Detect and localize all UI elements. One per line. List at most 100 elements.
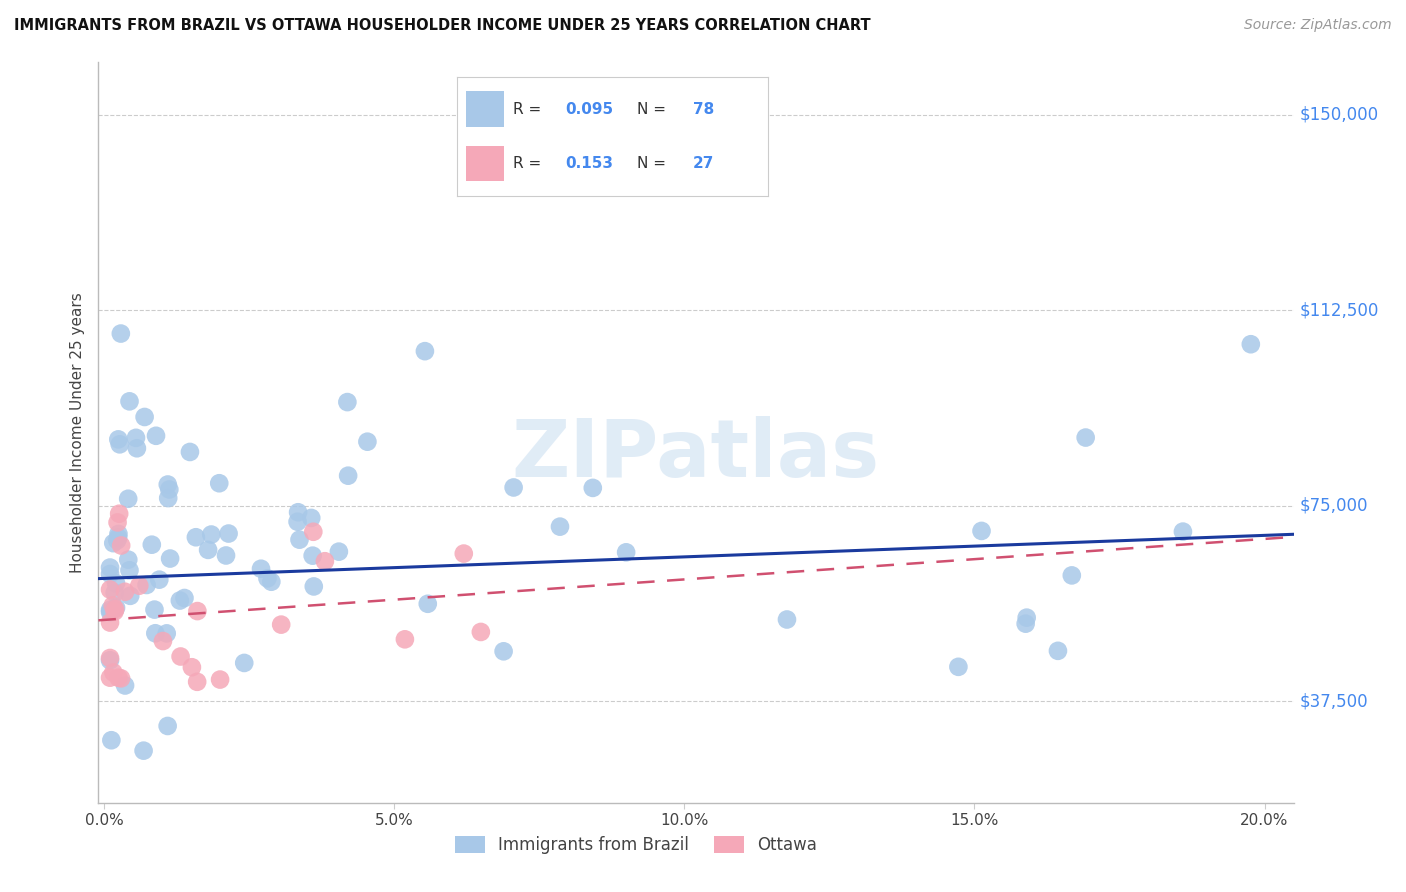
Point [128,579,150,593]
Point [98,615,121,630]
Point [120,589,142,603]
Point [208,476,231,491]
Point [134,409,156,424]
Point [173,591,195,605]
Point [105,600,128,615]
Point [156,719,179,733]
Text: IMMIGRANTS FROM BRAZIL VS OTTAWA HOUSEHOLDER INCOME UNDER 25 YEARS CORRELATION C: IMMIGRANTS FROM BRAZIL VS OTTAWA HOUSEHO… [14,18,870,33]
Point [614,545,637,559]
Point [301,549,323,563]
Point [288,533,311,547]
Point [98,566,121,581]
Text: $150,000: $150,000 [1299,105,1379,124]
Point [413,344,436,359]
Point [104,586,127,600]
Point [98,582,121,597]
Point [314,554,336,568]
Text: Source: ZipAtlas.com: Source: ZipAtlas.com [1244,18,1392,32]
Point [287,515,309,529]
Point [502,480,524,494]
Point [582,481,605,495]
Point [103,665,125,680]
Point [1074,431,1097,445]
Point [209,673,232,687]
Text: ZIPatlas: ZIPatlas [512,416,880,494]
Point [197,542,219,557]
Point [948,660,970,674]
Point [179,445,201,459]
Point [336,395,359,409]
Point [186,674,208,689]
Point [98,560,121,574]
Point [1060,568,1083,582]
Point [470,624,492,639]
Text: $37,500: $37,500 [1299,692,1368,710]
Point [1014,616,1036,631]
Point [125,442,148,456]
Point [104,602,127,616]
Point [98,605,121,619]
Point [98,603,121,617]
Point [1046,644,1069,658]
Point [145,429,167,443]
Point [107,516,129,530]
Point [302,579,325,593]
Point [260,574,283,589]
Text: $112,500: $112,500 [1299,301,1379,319]
Point [117,552,139,566]
Point [143,626,166,640]
Point [180,660,202,674]
Point [148,573,170,587]
Point [337,468,360,483]
Point [250,562,273,576]
Point [110,539,132,553]
Point [215,549,238,563]
Point [157,491,180,505]
Point [394,632,416,647]
Point [107,527,129,541]
Point [200,527,222,541]
Point [110,671,132,685]
Point [416,597,439,611]
Point [107,531,129,545]
Point [156,477,179,491]
Point [114,678,136,692]
Point [107,671,129,685]
Point [1240,337,1263,351]
Point [117,491,139,506]
Point [218,526,240,541]
Point [107,433,129,447]
Y-axis label: Householder Income Under 25 years: Householder Income Under 25 years [70,293,86,573]
Text: $75,000: $75,000 [1299,497,1368,515]
Point [108,437,131,451]
Point [256,571,278,585]
Point [328,544,350,558]
Point [114,584,136,599]
Point [105,533,128,548]
Point [103,536,125,550]
Point [156,626,179,640]
Point [152,634,174,648]
Point [186,604,208,618]
Point [287,505,309,519]
Point [118,563,141,577]
Point [159,551,181,566]
Point [141,538,163,552]
Point [184,530,207,544]
Point [98,671,121,685]
Point [108,507,131,521]
Point [776,613,799,627]
Point [101,599,124,613]
Point [125,431,148,445]
Point [143,602,166,616]
Point [492,644,515,658]
Point [135,578,157,592]
Point [98,651,121,665]
Point [299,511,322,525]
Point [453,547,475,561]
Point [169,593,191,607]
Point [105,576,128,591]
Point [233,656,256,670]
Point [548,519,571,533]
Point [270,617,292,632]
